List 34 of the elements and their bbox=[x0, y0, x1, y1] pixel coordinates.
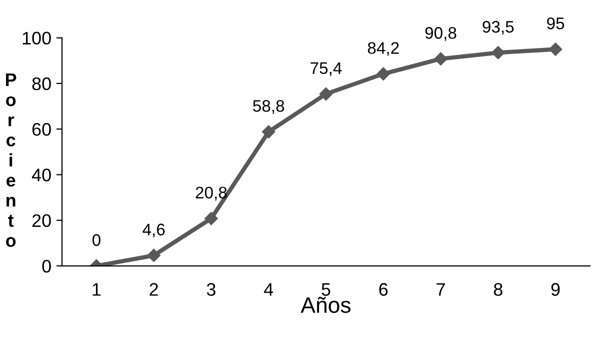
data-label: 93,5 bbox=[482, 20, 514, 35]
point bbox=[319, 87, 333, 101]
point bbox=[147, 248, 160, 262]
y-tick-label: 80 bbox=[32, 77, 51, 90]
y-tick-label: 20 bbox=[32, 214, 51, 228]
x-tick-label: 2 bbox=[150, 283, 158, 296]
x-tick-label: 6 bbox=[379, 283, 388, 296]
y-tick-label: 60 bbox=[32, 123, 51, 136]
data-label: 20,8 bbox=[196, 186, 227, 200]
x-tick-label: 5 bbox=[322, 283, 330, 296]
data-label: 75,4 bbox=[310, 62, 342, 76]
y-tick-label: 0 bbox=[42, 260, 51, 273]
text: Porciento bbox=[6, 74, 16, 247]
data-label: 95 bbox=[547, 17, 564, 30]
x-tick-label: 7 bbox=[436, 283, 445, 296]
data-label: 0 bbox=[92, 234, 100, 246]
point bbox=[376, 67, 390, 80]
point bbox=[548, 42, 562, 56]
x-tick-label: 9 bbox=[551, 283, 560, 296]
point bbox=[204, 212, 218, 226]
x-tick-label: 4 bbox=[264, 283, 274, 296]
data-label: 58,8 bbox=[253, 100, 284, 114]
y-tick-label: 40 bbox=[32, 168, 51, 182]
data-label: 84,2 bbox=[368, 42, 399, 56]
x-tick-label: 3 bbox=[206, 283, 216, 296]
y-tick-label: 100 bbox=[22, 32, 51, 45]
x-tick-label: 8 bbox=[494, 283, 502, 296]
data-label: 4,6 bbox=[142, 224, 165, 238]
point bbox=[434, 52, 448, 66]
x-tick-label: 1 bbox=[92, 283, 101, 296]
data-label: 90,8 bbox=[425, 27, 456, 41]
x-axis-title: Años bbox=[300, 296, 351, 313]
point bbox=[492, 46, 505, 60]
point bbox=[262, 125, 276, 138]
